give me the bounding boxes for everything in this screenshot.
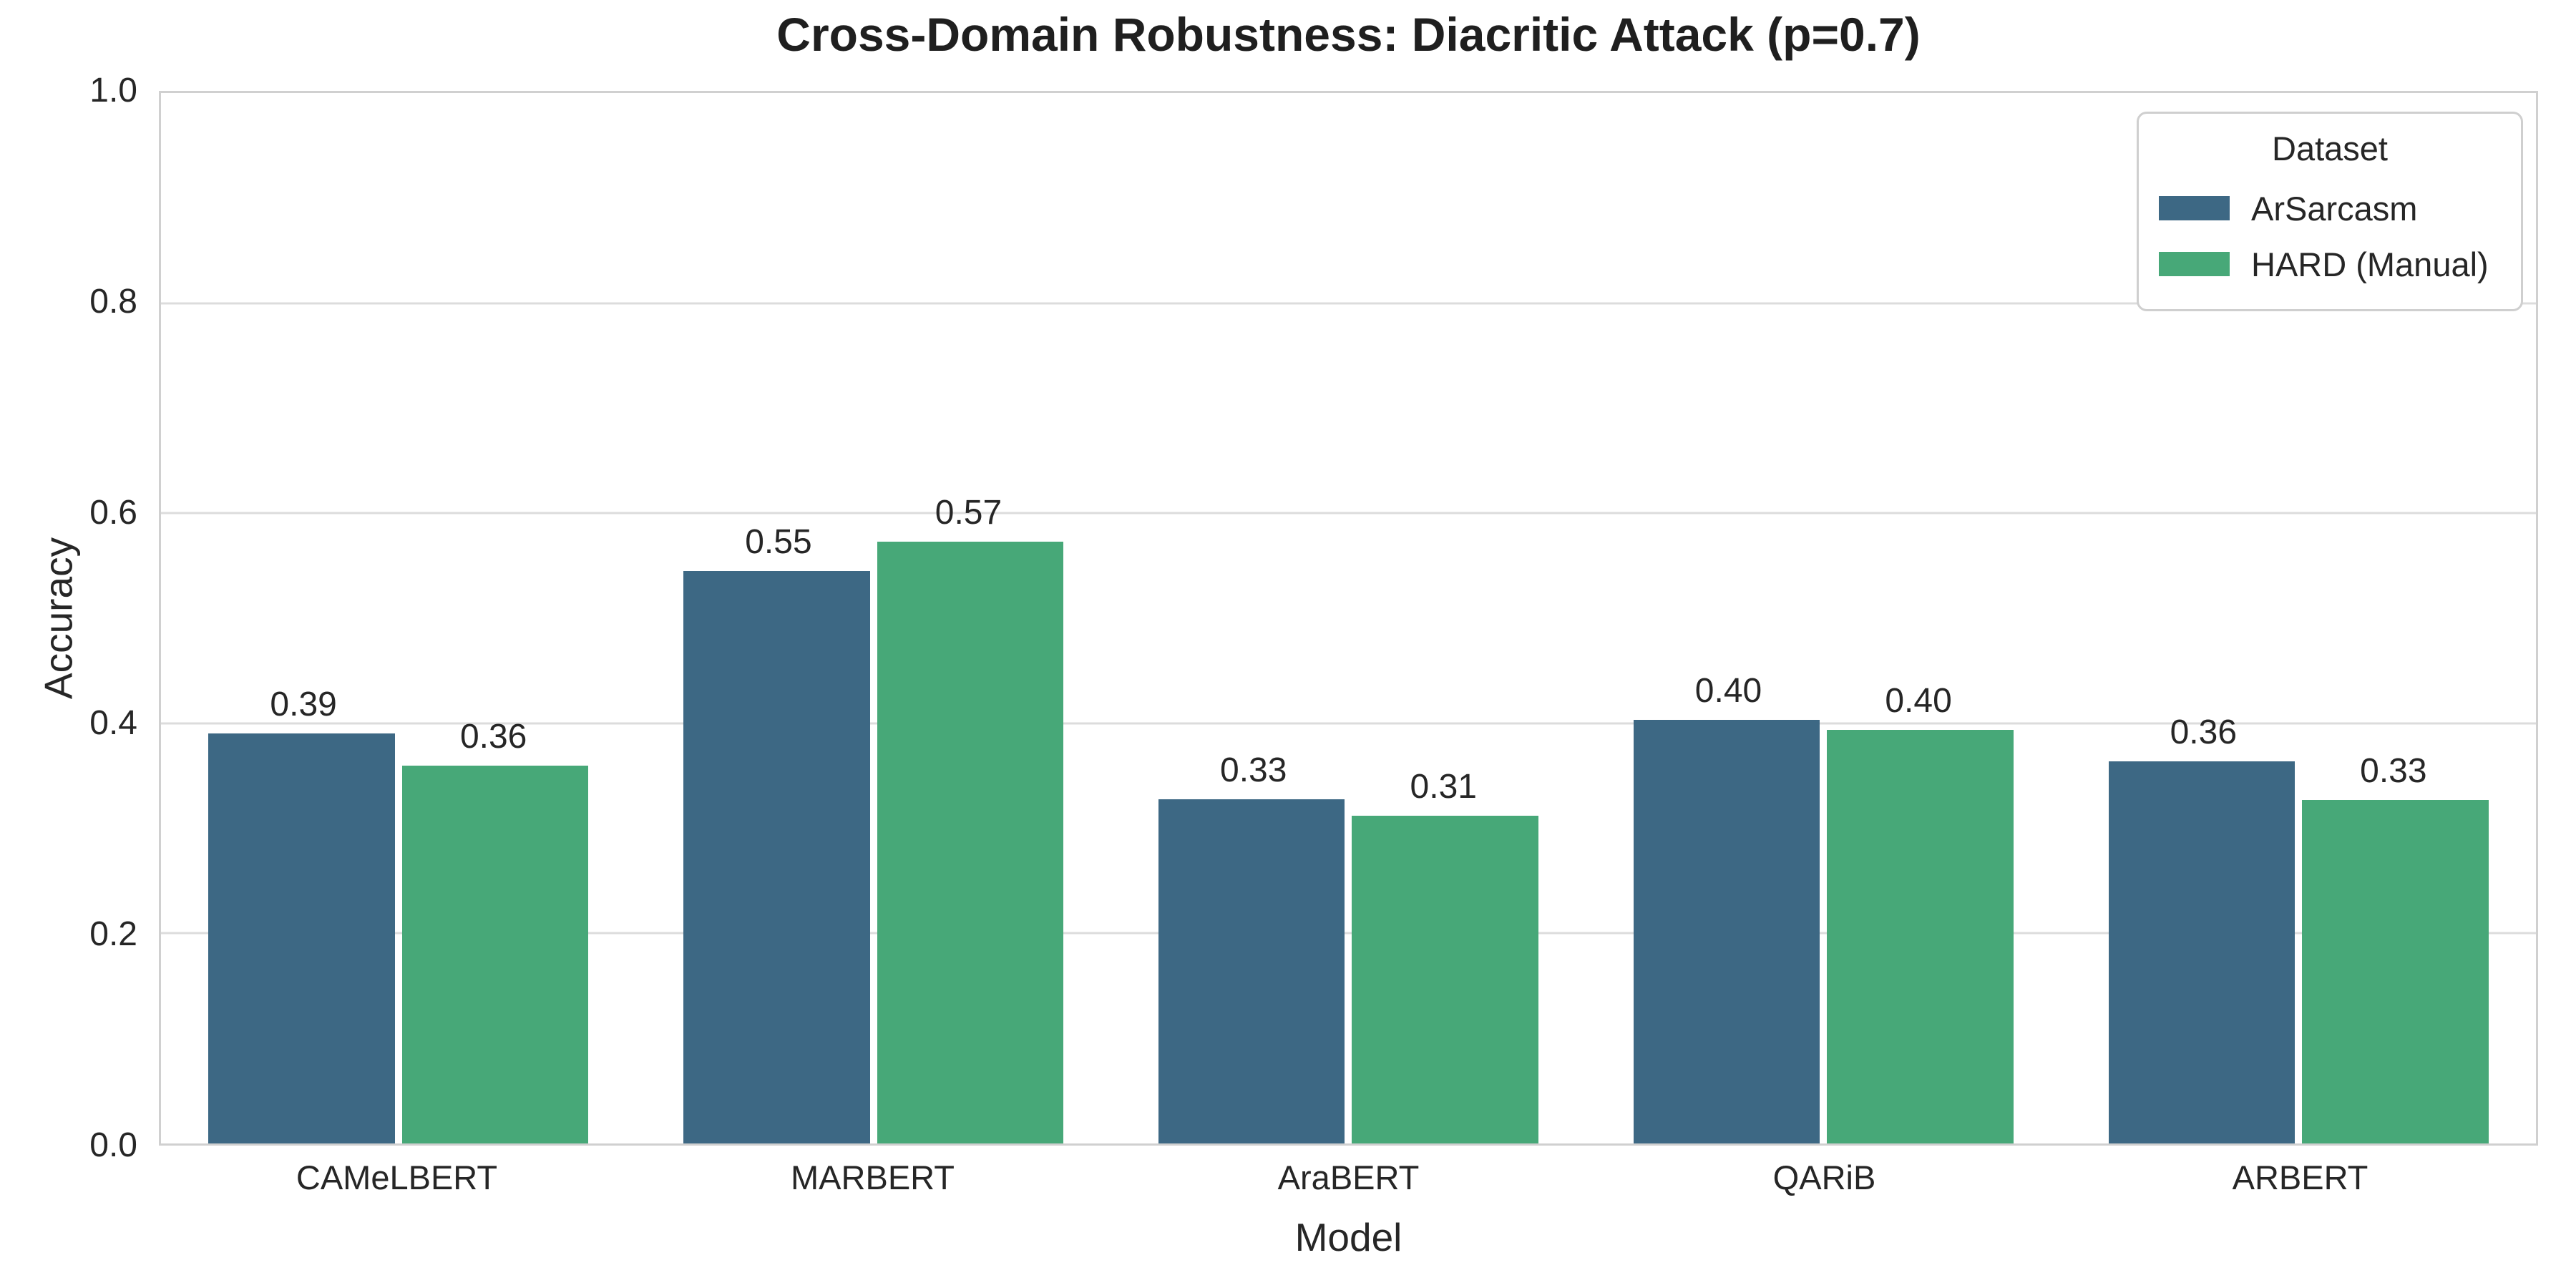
legend-title: Dataset [2272, 130, 2388, 167]
bar-value-label: 0.39 [270, 686, 337, 724]
x-tick-label-marbert: MARBERT [791, 1158, 955, 1196]
legend-color-swatch [2159, 196, 2230, 221]
bar-hard-manual-arbert [2302, 799, 2489, 1143]
x-axis-ticks: CAMeLBERT MARBERT AraBERT QARiB ARBERT [159, 1161, 2538, 1204]
bar-arsarcasm-marbert [683, 570, 870, 1143]
gridline [161, 512, 2536, 514]
legend-items: ArSarcasm HARD (Manual) [2159, 180, 2501, 292]
bar-value-label: 0.36 [2170, 713, 2238, 751]
bar-value-label: 0.55 [745, 522, 812, 561]
legend-item-arsarcasm: ArSarcasm [2159, 180, 2501, 236]
bar-value-label: 0.33 [2360, 751, 2427, 790]
bar-hard-manual-qarib [1827, 729, 2014, 1143]
bar-value-label: 0.40 [1885, 681, 1952, 720]
y-tick-label: 0.4 [89, 704, 137, 743]
legend-item-label: ArSarcasm [2251, 189, 2418, 228]
bar-hard-manual-marbert [877, 541, 1064, 1143]
gridline [161, 302, 2536, 305]
y-tick-label: 0.6 [89, 493, 137, 532]
legend: Dataset ArSarcasm HARD (Manual) [2137, 112, 2523, 312]
bar-value-label: 0.40 [1694, 672, 1762, 711]
chart-title: Cross-Domain Robustness: Diacritic Attac… [776, 8, 1921, 61]
bar-group-marbert: 0.55 0.57 [636, 93, 1111, 1143]
bar-group-camelbert: 0.39 0.36 [161, 93, 636, 1143]
legend-item-label: HARD (Manual) [2251, 245, 2489, 283]
bar-value-label: 0.57 [935, 493, 1002, 532]
x-axis-label: Model [1294, 1215, 1402, 1259]
plot-area: Dataset ArSarcasm HARD (Manual) 0.39 0.36 0… [159, 91, 2538, 1146]
bar-value-label: 0.36 [459, 717, 527, 756]
x-tick-label-arabert: AraBERT [1277, 1158, 1420, 1196]
bar-group-qarib: 0.40 0.40 [1586, 93, 2061, 1143]
x-tick-label-arbert: ARBERT [2232, 1158, 2368, 1196]
bar-value-label: 0.33 [1220, 751, 1287, 789]
y-tick-label: 0.8 [89, 282, 137, 321]
gridline [161, 932, 2536, 935]
bar-arsarcasm-arbert [2108, 761, 2296, 1143]
y-tick-label: 1.0 [89, 72, 137, 109]
y-tick-label: 0.2 [89, 915, 137, 954]
y-axis-ticks: 0.0 0.2 0.4 0.6 0.8 1.0 [0, 74, 137, 1163]
bar-hard-manual-camelbert [401, 765, 589, 1143]
bar-value-label: 0.31 [1410, 767, 1477, 806]
gridline [161, 722, 2536, 725]
x-tick-label-camelbert: CAMeLBERT [296, 1158, 498, 1196]
bar-hard-manual-arabert [1352, 815, 1538, 1143]
legend-color-swatch [2159, 252, 2230, 277]
bar-arsarcasm-arabert [1158, 799, 1345, 1143]
bar-arsarcasm-camelbert [208, 733, 395, 1143]
bar-group-arabert: 0.33 0.31 [1111, 93, 1586, 1143]
y-tick-label: 0.0 [89, 1126, 137, 1164]
bar-group-arbert: 0.36 0.33 [2061, 93, 2536, 1143]
bar-arsarcasm-qarib [1633, 720, 1820, 1143]
x-tick-label-qarib: QARiB [1772, 1158, 1876, 1196]
legend-item-hard-manual: HARD (Manual) [2159, 236, 2501, 292]
